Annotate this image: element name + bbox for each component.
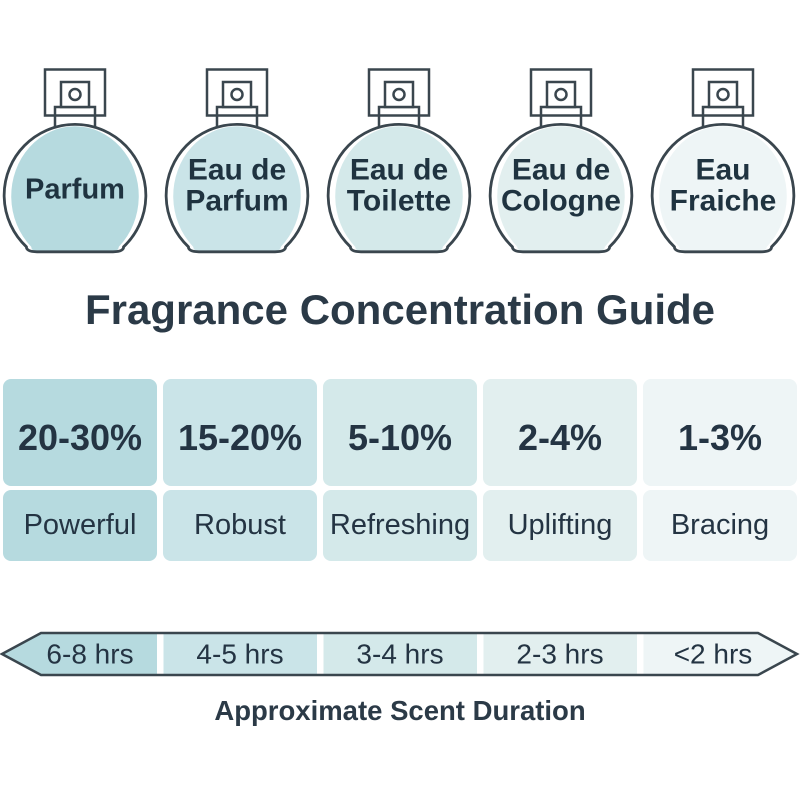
svg-text:2-3 hrs: 2-3 hrs [516, 639, 603, 670]
svg-text:4-5 hrs: 4-5 hrs [196, 639, 283, 670]
svg-text:6-8 hrs: 6-8 hrs [46, 639, 133, 670]
svg-text:Parfum: Parfum [185, 184, 288, 217]
svg-text:Fraiche: Fraiche [670, 184, 777, 217]
svg-text:Eau de: Eau de [350, 154, 448, 187]
svg-text:Eau: Eau [695, 154, 750, 187]
svg-text:Eau de: Eau de [188, 154, 286, 187]
svg-text:Toilette: Toilette [347, 184, 451, 217]
svg-text:Eau de: Eau de [512, 154, 610, 187]
svg-text:3-4 hrs: 3-4 hrs [356, 639, 443, 670]
svg-text:Cologne: Cologne [501, 184, 621, 217]
svg-text:Parfum: Parfum [25, 174, 125, 206]
svg-text:<2 hrs: <2 hrs [674, 639, 753, 670]
